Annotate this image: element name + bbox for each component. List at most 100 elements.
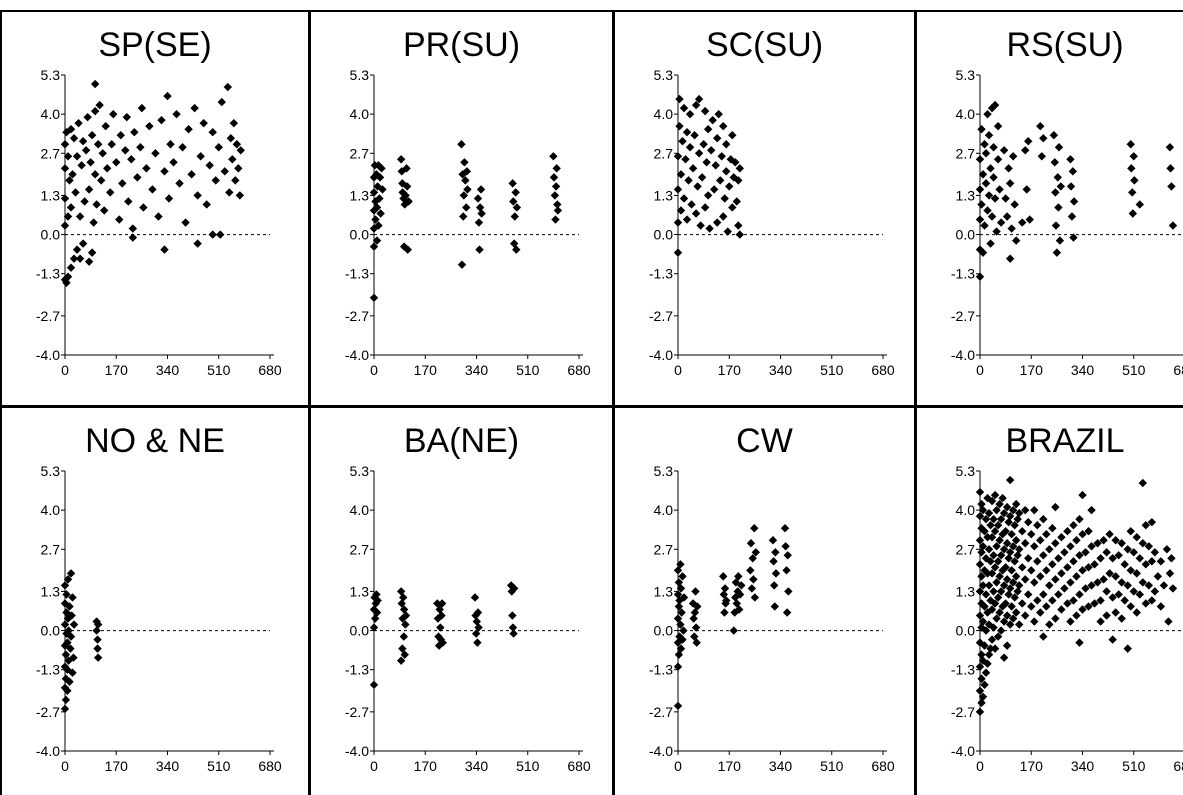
data-point: [90, 79, 100, 89]
data-point: [551, 215, 560, 224]
data-point: [60, 164, 70, 173]
data-point: [975, 185, 985, 194]
data-point: [63, 272, 73, 281]
data-point: [977, 650, 986, 659]
data-point: [403, 245, 412, 254]
data-point: [703, 124, 713, 134]
y-tick-label: 5.3: [41, 67, 61, 83]
data-point: [1007, 566, 1016, 575]
data-point: [157, 115, 166, 125]
y-tick-label: 0.0: [41, 623, 61, 639]
data-point: [999, 146, 1009, 155]
data-point: [992, 227, 1001, 236]
data-point: [80, 197, 89, 206]
data-point: [184, 124, 193, 134]
data-point: [83, 112, 92, 122]
data-point: [673, 590, 683, 599]
data-point: [783, 551, 792, 560]
data-point: [172, 109, 181, 119]
data-point: [980, 680, 989, 689]
y-tick-label: 1.3: [654, 187, 674, 203]
data-point: [1096, 617, 1105, 626]
y-tick-label: -1.3: [345, 662, 369, 678]
data-point: [78, 137, 88, 146]
scatter-plot-svg: -4.0 -2.7 -1.3 0.0 1.3 2.7 4.0 5.3 0 170 340 510 680: [345, 463, 591, 774]
data-point: [508, 611, 517, 620]
data-point: [175, 179, 184, 188]
panel-title: BRAZIL: [1005, 422, 1125, 460]
data-point: [1138, 539, 1147, 548]
data-point: [675, 121, 684, 131]
data-point: [1078, 566, 1087, 575]
data-point: [1042, 530, 1051, 539]
data-point: [981, 554, 991, 563]
data-point: [1132, 608, 1141, 617]
data-point: [433, 599, 442, 608]
data-point: [99, 206, 109, 215]
data-point: [978, 692, 988, 702]
data-point: [63, 212, 73, 221]
data-point: [983, 109, 992, 119]
data-point: [1002, 641, 1012, 650]
y-tick-label: 4.0: [350, 502, 370, 518]
data-point: [1001, 527, 1010, 536]
data-point: [369, 293, 379, 302]
data-point: [980, 140, 989, 149]
data-point: [987, 496, 997, 506]
grid-divider-horizontal: [0, 405, 1183, 408]
data-point: [782, 608, 792, 617]
data-point: [90, 106, 100, 116]
data-point: [1168, 584, 1178, 593]
data-point: [1054, 590, 1063, 599]
data-point: [1167, 182, 1176, 191]
x-tick-label: 170: [718, 758, 742, 774]
data-point: [679, 103, 689, 113]
data-point: [1018, 599, 1027, 608]
x-tick-label: 340: [465, 362, 489, 378]
data-point: [682, 128, 692, 137]
data-point: [1036, 121, 1045, 131]
data-point: [769, 557, 778, 566]
data-point: [687, 200, 696, 209]
data-point: [1156, 602, 1166, 611]
x-tick-label: 170: [105, 758, 129, 774]
x-tick-label: 170: [414, 758, 438, 774]
data-point: [769, 581, 779, 590]
data-point: [476, 185, 486, 194]
y-tick-label: -2.7: [951, 704, 975, 720]
data-point: [1075, 638, 1084, 647]
grid-frame-left: [0, 10, 2, 795]
data-point: [987, 569, 997, 578]
y-tick-label: -1.3: [36, 662, 60, 678]
data-point: [187, 170, 196, 179]
x-tick-label: 0: [674, 758, 682, 774]
data-point: [1111, 536, 1120, 545]
data-point: [107, 140, 116, 149]
data-point: [223, 82, 232, 92]
x-tick-label: 510: [207, 362, 231, 378]
data-point: [69, 254, 79, 263]
data-point: [196, 152, 205, 161]
data-point: [747, 584, 757, 593]
data-point: [1051, 614, 1060, 623]
data-point: [225, 188, 234, 197]
data-point: [975, 707, 985, 717]
data-point: [780, 524, 790, 533]
panel-title: RS(SU): [1006, 26, 1124, 64]
data-point: [95, 100, 104, 110]
data-point: [984, 650, 994, 659]
data-point: [60, 140, 70, 149]
data-point: [235, 191, 245, 200]
data-point: [719, 121, 728, 131]
data-point: [750, 524, 759, 533]
data-point: [688, 164, 698, 173]
data-point: [1030, 505, 1039, 515]
data-point: [1123, 581, 1132, 590]
data-point: [115, 215, 124, 224]
data-point: [771, 569, 781, 578]
data-point: [69, 620, 79, 629]
data-point: [72, 152, 82, 161]
data-point: [435, 605, 444, 614]
data-point: [1084, 527, 1093, 536]
data-point: [983, 493, 992, 503]
